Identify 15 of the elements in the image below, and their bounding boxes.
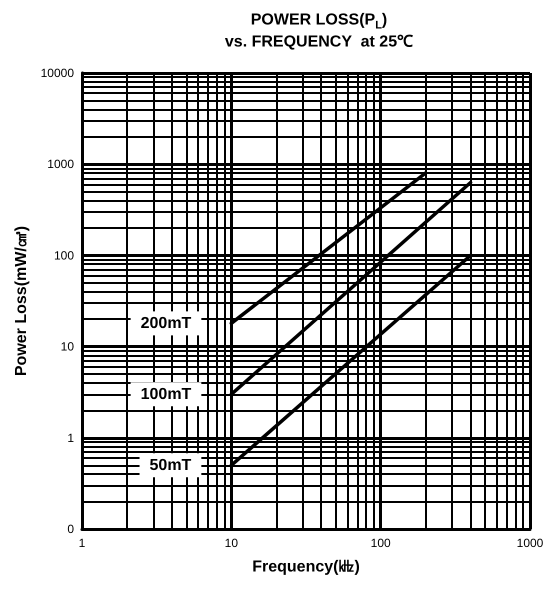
y-tick-label: 10 xyxy=(60,340,74,354)
y-tick-label: 10000 xyxy=(40,66,74,80)
x-tick-label: 1 xyxy=(78,536,86,550)
y-axis-title: Power Loss(mW/㎤) xyxy=(13,226,30,376)
x-tick-label: 1000 xyxy=(516,536,544,550)
y-tick-label: 1000 xyxy=(47,157,74,172)
text: 50mT xyxy=(150,456,192,474)
text: 100mT xyxy=(140,386,192,403)
x-tick-label: 10 xyxy=(224,536,238,550)
x-tick-label: 100 xyxy=(370,536,391,550)
y-tick-label: 0 xyxy=(67,522,74,536)
y-tick-label: 1 xyxy=(67,430,74,445)
x-axis-title: Frequency(㎑) xyxy=(252,558,360,576)
y-tick-label: 100 xyxy=(54,248,74,262)
text: 200mT xyxy=(140,314,192,332)
